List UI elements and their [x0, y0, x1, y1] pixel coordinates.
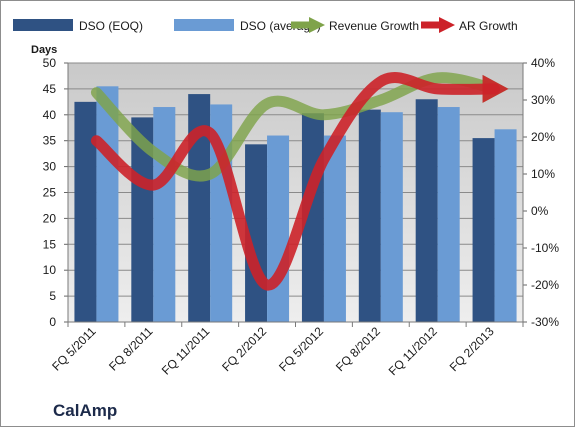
legend-swatch [13, 19, 73, 31]
line-series [90, 72, 501, 291]
legend-arrow [439, 17, 455, 33]
category-label: FQ 5/2011 [49, 324, 99, 374]
left-tick-label: 5 [49, 289, 56, 303]
bar [153, 107, 176, 322]
left-tick-label: 30 [43, 160, 57, 174]
legend-swatch [174, 19, 234, 31]
left-tick-label: 45 [43, 82, 57, 96]
right-tick-label: 30% [531, 93, 555, 107]
bar [472, 138, 495, 322]
bar [74, 101, 97, 322]
legend-label: DSO (EOQ) [79, 19, 143, 33]
right-tick-label: 20% [531, 130, 555, 144]
left-tick-label: 0 [49, 315, 56, 329]
bar [494, 129, 517, 322]
right-tick-label: -30% [531, 315, 559, 329]
legend-label: AR Growth [459, 19, 518, 33]
category-label: FQ 2/2013 [447, 324, 497, 374]
bar [267, 135, 290, 322]
bar [358, 109, 381, 323]
right-tick-label: 10% [531, 167, 555, 181]
left-axis-title: Days [31, 44, 57, 56]
left-tick-label: 10 [43, 263, 57, 277]
legend-label: Revenue Growth [329, 19, 419, 33]
left-tick-label: 40 [43, 108, 57, 122]
line-arrowhead [482, 74, 509, 103]
left-tick-label: 15 [43, 237, 57, 251]
category-label: FQ 8/2012 [333, 324, 383, 374]
left-tick-label: 50 [43, 56, 57, 70]
right-tick-label: -20% [531, 278, 559, 292]
legend-arrow [309, 17, 325, 33]
category-label: FQ 2/2012 [219, 324, 269, 374]
bar [131, 117, 154, 322]
right-tick-label: 40% [531, 56, 555, 70]
bar [323, 135, 346, 322]
bar [437, 107, 460, 322]
category-label: FQ 5/2012 [276, 324, 326, 374]
right-tick-label: 0% [531, 204, 549, 218]
bar [380, 112, 403, 323]
left-tick-label: 25 [43, 186, 57, 200]
company-watermark: CalAmp [53, 401, 117, 420]
bar [188, 94, 211, 322]
category-label: FQ 11/2011 [159, 324, 213, 378]
line-series [90, 72, 501, 182]
left-tick-label: 35 [43, 134, 57, 148]
category-label: FQ 11/2012 [386, 324, 440, 378]
bar [415, 99, 438, 322]
category-label: FQ 8/2011 [106, 324, 156, 374]
right-tick-label: -10% [531, 241, 559, 255]
left-tick-label: 20 [43, 211, 57, 225]
